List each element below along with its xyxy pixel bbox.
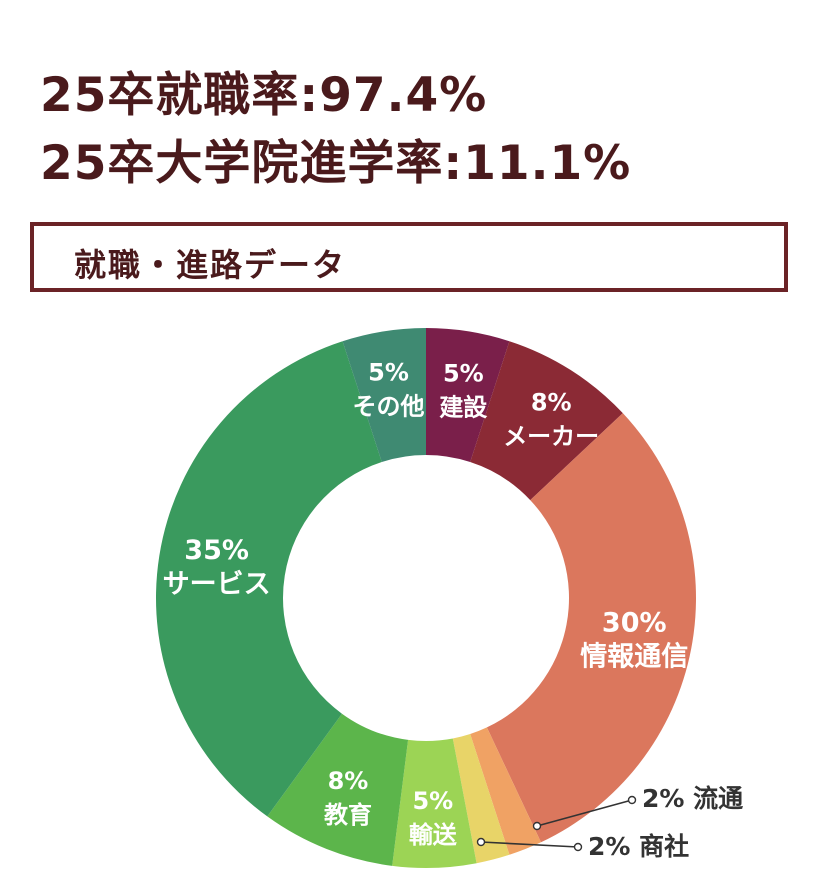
donut-slice-6 [392,738,477,868]
donut-labels: 5% 建設 8% メーカー 30%情報通信 5% 輸送 8% 教育 35%サービス 5% その他 2% … [163,359,744,861]
callout-name: 流通 [693,784,743,813]
callout-dot [573,842,583,852]
slice-percent-label: 30% [602,608,667,639]
donut-slice-4 [470,727,541,855]
donut-slice-9 [342,328,426,462]
callout-dot [627,795,637,805]
grad-school-rate-heading: 25卒大学院進学率:11.1% [40,136,632,191]
slice-name-label: 建設 [439,394,488,422]
section-title: 就職・進路データ [74,246,347,284]
callout-percent: 2% [588,832,639,861]
slice-percent-label: 5% [368,359,409,387]
employment-rate-heading: 25卒就職率:97.4% [40,68,488,123]
donut-slice-1 [426,328,510,462]
slice-percent-label: 5% [443,360,484,388]
slice-name-label: 教育 [324,801,372,829]
callout-label: 2% 流通 [642,784,743,813]
donut-slice-3 [486,413,697,843]
donut-slices [156,328,697,868]
slice-name-label: 輸送 [409,821,458,849]
callout-dot [532,821,542,831]
callout-dot [476,837,486,847]
slice-percent-label: 8% [328,767,369,795]
donut-slice-8 [156,341,382,817]
slice-name-label: その他 [353,393,425,421]
callout-leader-line [480,841,579,848]
callout-percent: 2% [642,784,693,813]
donut-slice-7 [267,713,409,866]
slice-percent-label: 35% [184,535,249,566]
section-header-box: 就職・進路データ [30,222,788,292]
callout-name: 商社 [639,832,689,861]
slice-name-label: サービス [163,569,271,600]
donut-slice-2 [470,341,623,501]
slice-name-label: 情報通信 [580,642,688,673]
callout-label: 2% 商社 [588,832,689,861]
donut-slice-5 [452,734,510,864]
slice-percent-label: 8% [531,388,572,416]
slice-percent-label: 5% [412,787,453,815]
callout-leader-line [536,799,633,827]
slice-name-label: メーカー [503,422,599,450]
